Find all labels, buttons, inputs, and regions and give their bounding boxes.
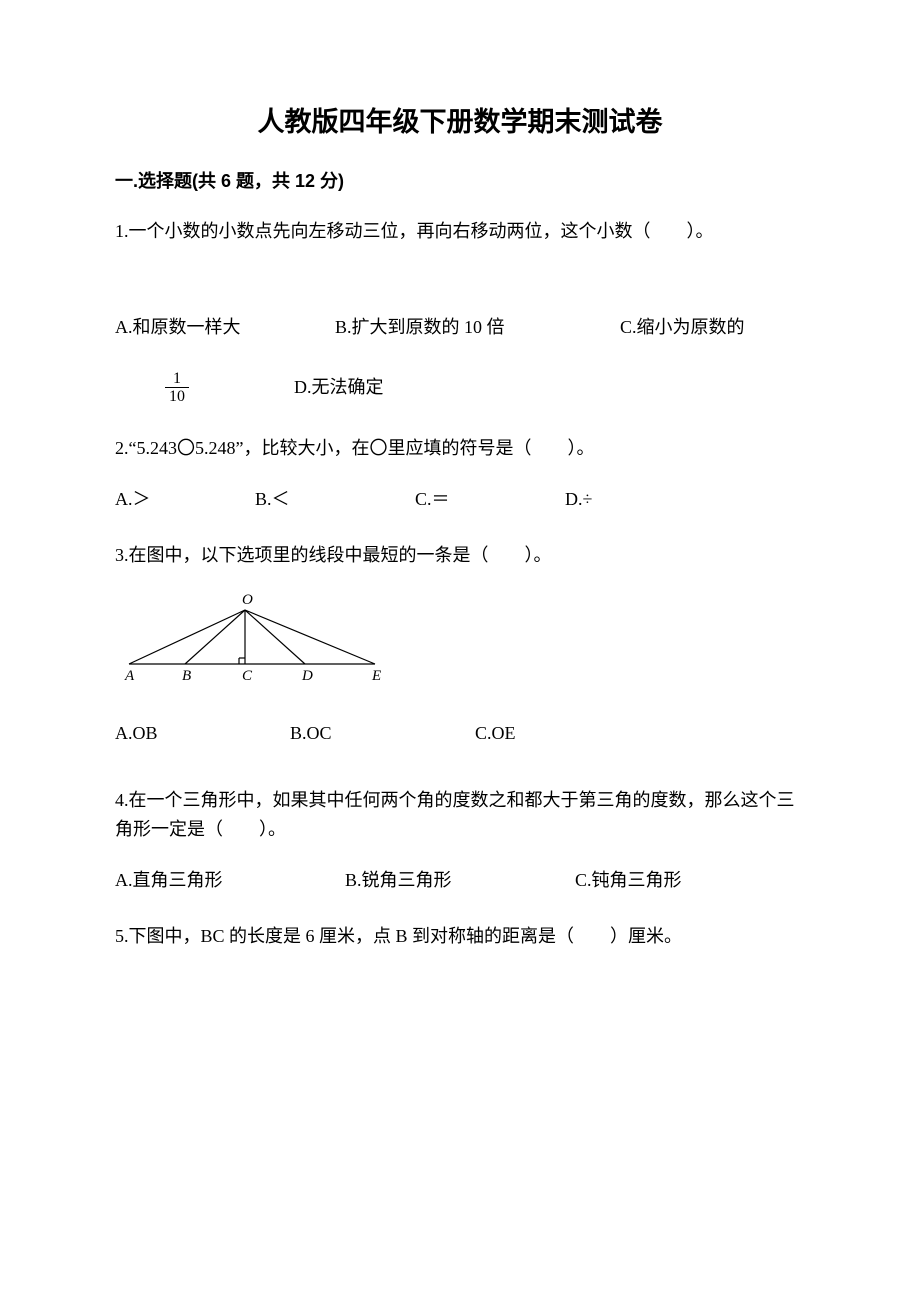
q2-options: A.＞ B.＜ C.＝ D.÷ bbox=[115, 485, 805, 514]
q1-options-row1: A.和原数一样大 B.扩大到原数的 10 倍 C.缩小为原数的 bbox=[115, 313, 805, 342]
q3-option-a: A.OB bbox=[115, 719, 290, 748]
section-header: 一.选择题(共 6 题，共 12 分) bbox=[115, 167, 805, 193]
question-4: 4.在一个三角形中，如果其中任何两个角的度数之和都大于第三角的度数，那么这个三角… bbox=[115, 786, 805, 894]
q3-options: A.OB B.OC C.OE bbox=[115, 719, 805, 748]
q2-option-a: A.＞ bbox=[115, 485, 255, 514]
q4-option-b: B.锐角三角形 bbox=[345, 866, 575, 895]
fraction-one-tenth: 1 10 bbox=[165, 370, 189, 406]
q1-option-c: C.缩小为原数的 bbox=[620, 313, 745, 342]
question-5: 5.下图中，BC 的长度是 6 厘米，点 B 到对称轴的距离是（ ）厘米。 bbox=[115, 922, 805, 951]
q3-option-c: C.OE bbox=[475, 719, 516, 748]
fraction-numerator: 1 bbox=[169, 370, 185, 388]
svg-text:A: A bbox=[124, 668, 135, 684]
q1-option-d: D.无法确定 bbox=[294, 373, 384, 402]
q1-options-row2: 1 10 D.无法确定 bbox=[115, 370, 805, 406]
svg-text:D: D bbox=[301, 668, 313, 684]
q4-option-a: A.直角三角形 bbox=[115, 866, 345, 895]
svg-text:O: O bbox=[242, 592, 253, 608]
exam-title: 人教版四年级下册数学期末测试卷 bbox=[115, 100, 805, 139]
q2-option-d: D.÷ bbox=[565, 485, 592, 514]
q4-text: 4.在一个三角形中，如果其中任何两个角的度数之和都大于第三角的度数，那么这个三角… bbox=[115, 786, 805, 844]
question-3: 3.在图中，以下选项里的线段中最短的一条是（ ）。 O A B C D E A.OB B.… bbox=[115, 541, 805, 748]
q5-text: 5.下图中，BC 的长度是 6 厘米，点 B 到对称轴的距离是（ ）厘米。 bbox=[115, 922, 805, 951]
fraction-denominator: 10 bbox=[165, 388, 189, 406]
q2-option-b: B.＜ bbox=[255, 485, 415, 514]
svg-text:B: B bbox=[182, 668, 191, 684]
q1-option-a: A.和原数一样大 bbox=[115, 313, 335, 342]
question-2: 2.“5.243〇5.248”，比较大小，在〇里应填的符号是（ ）。 A.＞ B… bbox=[115, 434, 805, 514]
q2-option-c: C.＝ bbox=[415, 485, 565, 514]
q1-text: 1.一个小数的小数点先向左移动三位，再向右移动两位，这个小数（ ）。 bbox=[115, 217, 805, 246]
q4-options: A.直角三角形 B.锐角三角形 C.钝角三角形 bbox=[115, 866, 805, 895]
question-1: 1.一个小数的小数点先向左移动三位，再向右移动两位，这个小数（ ）。 A.和原数… bbox=[115, 217, 805, 406]
svg-text:E: E bbox=[371, 668, 381, 684]
q3-diagram: O A B C D E bbox=[115, 592, 805, 687]
q4-option-c: C.钝角三角形 bbox=[575, 866, 682, 895]
q2-text: 2.“5.243〇5.248”，比较大小，在〇里应填的符号是（ ）。 bbox=[115, 434, 805, 463]
svg-text:C: C bbox=[242, 668, 253, 684]
triangle-diagram-svg: O A B C D E bbox=[115, 592, 395, 687]
q3-option-b: B.OC bbox=[290, 719, 475, 748]
q3-text: 3.在图中，以下选项里的线段中最短的一条是（ ）。 bbox=[115, 541, 805, 570]
q1-option-b: B.扩大到原数的 10 倍 bbox=[335, 313, 620, 342]
